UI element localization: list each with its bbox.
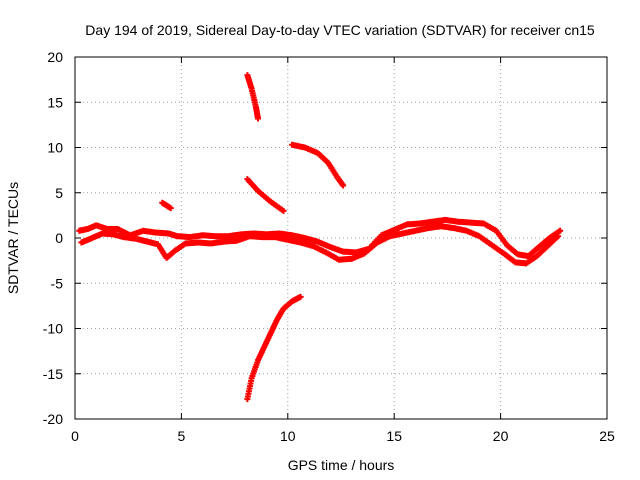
series-arc-mid xyxy=(244,176,287,214)
series-short-segment xyxy=(159,199,174,212)
y-tick-label: -15 xyxy=(43,366,63,382)
series-arc-high xyxy=(244,72,262,122)
y-tick-label: -20 xyxy=(43,411,63,427)
plot-frame xyxy=(74,56,608,420)
x-tick-label: 10 xyxy=(280,428,296,444)
y-tick-label: -10 xyxy=(43,321,63,337)
series-main-band-lower xyxy=(78,223,562,267)
x-axis-label: GPS time / hours xyxy=(288,457,395,473)
x-tick-label: 15 xyxy=(386,428,402,444)
x-tick-label: 5 xyxy=(178,428,186,444)
data-point xyxy=(297,293,304,300)
data-point xyxy=(555,233,562,240)
series-arc-low xyxy=(244,293,304,403)
x-tick-label: 25 xyxy=(599,428,615,444)
data-point xyxy=(557,227,564,234)
data-point xyxy=(167,205,174,212)
y-tick-label: 20 xyxy=(47,49,63,65)
y-tick-label: 15 xyxy=(47,94,63,110)
y-axis-label: SDTVAR / TECUs xyxy=(5,182,21,294)
data-point xyxy=(340,182,347,189)
data-layer xyxy=(76,72,564,403)
series-arc-upper-right xyxy=(289,141,347,189)
y-tick-label: -5 xyxy=(51,275,64,291)
y-tick-label: 0 xyxy=(55,230,63,246)
axis-ticks: 0 5 10 15 20 25 -20 -15 -10 -5 0 5 10 15 20 xyxy=(43,49,615,444)
data-point xyxy=(255,115,262,122)
x-tick-label: 0 xyxy=(71,428,79,444)
y-tick-label: 10 xyxy=(47,140,63,156)
data-point xyxy=(280,207,287,214)
y-tick-label: 5 xyxy=(55,185,63,201)
chart-title: Day 194 of 2019, Sidereal Day-to-day VTE… xyxy=(85,22,595,38)
x-tick-label: 20 xyxy=(493,428,509,444)
